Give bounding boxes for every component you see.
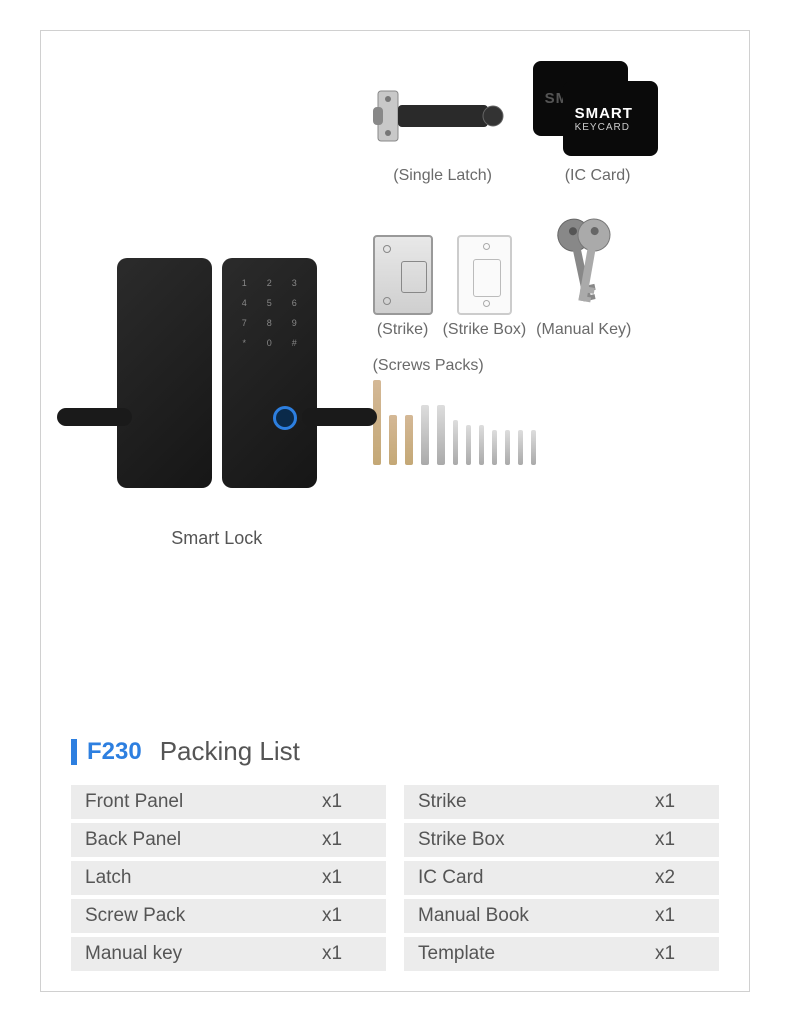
table-row: Front Panelx1 [71, 785, 386, 819]
components-column: (Single Latch) SMART SMART KEYCARD (IC C… [363, 61, 719, 706]
keypad-icon: 123 456 789 *0# [237, 278, 302, 348]
product-frame: 123 456 789 *0# Smart Lock [40, 30, 750, 992]
model-code: F230 [87, 738, 142, 766]
latch-block: (Single Latch) [373, 71, 513, 185]
smart-lock-label: Smart Lock [171, 528, 262, 549]
ic-card-block: SMART SMART KEYCARD (IC Card) [533, 61, 663, 185]
table-row: Latchx1 [71, 861, 386, 895]
card-text-2: KEYCARD [575, 122, 658, 133]
card-text-1: SMART [575, 105, 658, 122]
lock-front-panel-icon: 123 456 789 *0# [222, 258, 317, 488]
smart-lock-illustration: 123 456 789 *0# [117, 258, 317, 488]
strike-box-label: (Strike Box) [443, 321, 527, 339]
screws-label: (Screws Packs) [373, 357, 699, 375]
manual-key-label: (Manual Key) [536, 321, 631, 339]
strike-icon [373, 235, 433, 315]
strike-box-icon [457, 235, 512, 315]
lock-handle-icon [57, 408, 132, 426]
table-row: Strike Boxx1 [404, 823, 719, 857]
table-row: Strikex1 [404, 785, 719, 819]
lock-back-panel-icon [117, 258, 212, 488]
table-row: Back Panelx1 [71, 823, 386, 857]
illustration-area: 123 456 789 *0# Smart Lock [71, 61, 719, 706]
section-title: F230 Packing List [71, 736, 719, 767]
ic-card-icon: SMART SMART KEYCARD [533, 61, 663, 161]
latch-label: (Single Latch) [393, 167, 492, 185]
smart-lock-block: 123 456 789 *0# Smart Lock [71, 61, 363, 706]
table-row: Manual keyx1 [71, 937, 386, 971]
strike-box-block: (Strike Box) [443, 235, 527, 339]
manual-key-icon [539, 215, 629, 315]
strike-block: (Strike) [373, 235, 433, 339]
table-row: IC Cardx2 [404, 861, 719, 895]
strike-label: (Strike) [377, 321, 429, 339]
table-row: Screw Packx1 [71, 899, 386, 933]
single-latch-icon [373, 71, 513, 161]
ic-card-label: (IC Card) [565, 167, 631, 185]
lock-handle-icon [302, 408, 377, 426]
title-accent-bar [71, 739, 77, 765]
title-text: Packing List [160, 736, 300, 767]
table-row: Templatex1 [404, 937, 719, 971]
manual-key-block: (Manual Key) [536, 215, 631, 339]
screws-icon [373, 375, 719, 465]
fingerprint-icon [273, 406, 297, 430]
table-row: Manual Bookx1 [404, 899, 719, 933]
packing-list-table: Front Panelx1 Strikex1 Back Panelx1 Stri… [71, 785, 719, 971]
